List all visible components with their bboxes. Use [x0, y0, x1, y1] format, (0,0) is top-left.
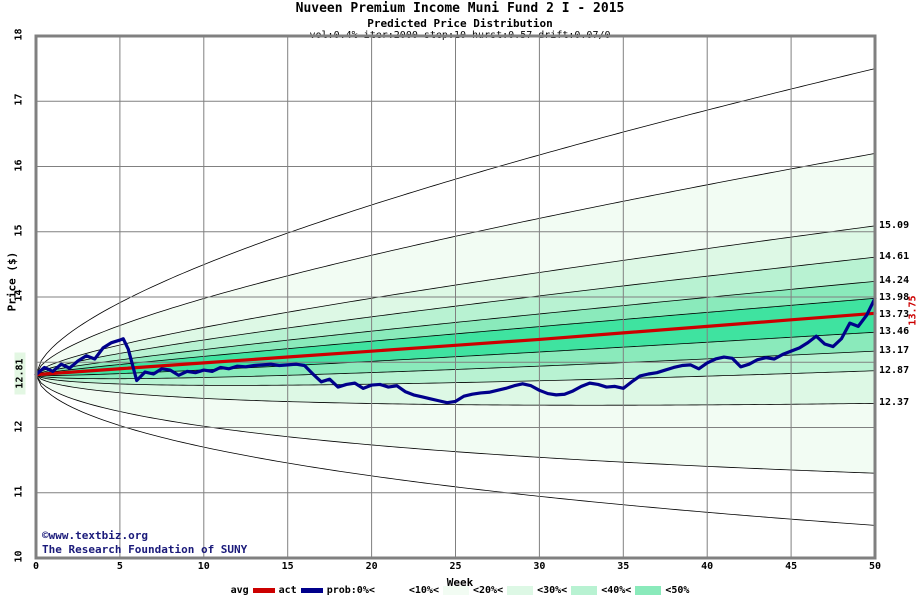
right-axis-label: 13.73: [879, 308, 910, 320]
x-tick-label: 0: [32, 561, 40, 572]
y-tick-label: 18: [13, 28, 25, 41]
legend-swatch-50: [635, 585, 662, 595]
legend-label-30: <30%<: [537, 585, 568, 596]
plot-frame: [34, 34, 877, 560]
legend-band-entries: <10%< <20%< <30%< <40%< <50%: [377, 585, 692, 596]
legend-swatch-10: [378, 585, 405, 595]
x-tick-label: 30: [533, 561, 546, 572]
x-tick-label: 45: [785, 561, 798, 572]
legend-prob-label: prob:0%<: [326, 585, 375, 596]
x-tick-label: 5: [116, 561, 123, 572]
watermark-line-2: The Research Foundation of SUNY: [42, 542, 248, 556]
y-tick-label-highlight: 12.81: [14, 352, 26, 395]
series-line-avg: [34, 311, 877, 377]
chart-legend: avg act prob:0%< <10%< <20%< <30%< <40%< <50…: [0, 585, 920, 596]
legend-act-swatch: [300, 588, 323, 593]
y-tick-label: 16: [13, 158, 25, 172]
y-tick-label: 15: [13, 224, 25, 237]
y-tick-label: 17: [13, 93, 25, 106]
watermark-line-1: ©www.textbiz.org: [42, 529, 148, 542]
legend-avg-swatch: [252, 588, 275, 593]
x-tick-label: 40: [701, 561, 714, 572]
y-tick-label: 12: [13, 419, 25, 433]
series-line-act: [34, 296, 877, 405]
legend-label-20: <20%<: [472, 585, 504, 596]
x-tick-label: 50: [868, 561, 882, 572]
x-tick-label: 25: [449, 561, 462, 572]
x-tick-label: 20: [365, 561, 378, 572]
right-axis-label: 12.87: [879, 364, 910, 376]
right-axis-label: 13.46: [879, 326, 910, 338]
legend-label-50: <50%: [665, 585, 690, 596]
page-title: Nuveen Premium Income Muni Fund 2 I - 20…: [295, 1, 625, 16]
right-axis-label: 14.61: [879, 251, 910, 263]
legend-avg-label: avg: [230, 585, 249, 596]
avg-end-value-label: 13.75: [907, 295, 919, 326]
legend-act-label: act: [278, 585, 297, 596]
legend-label-10: <10%<: [408, 585, 439, 596]
legend-swatch-30: [507, 585, 534, 595]
right-axis-label: 13.98: [879, 292, 910, 304]
legend-label-40: <40%<: [601, 585, 632, 596]
x-tick-label: 35: [617, 561, 630, 572]
right-axis-label: 14.24: [879, 275, 910, 287]
x-tick-label: 15: [281, 561, 294, 572]
y-tick-label: 14: [13, 289, 25, 302]
right-axis-label: 12.37: [879, 397, 910, 409]
chart-subtitle: Predicted Price Distribution: [367, 17, 553, 30]
y-tick-label: 11: [13, 485, 25, 498]
watermark: ©www.textbiz.org The Research Foundation…: [42, 529, 247, 557]
x-tick-label: 10: [197, 561, 210, 572]
right-axis-label: 15.09: [879, 219, 910, 231]
right-axis-label: 13.17: [879, 345, 910, 357]
legend-swatch-40: [571, 585, 598, 595]
legend-swatch-20: [442, 585, 469, 595]
